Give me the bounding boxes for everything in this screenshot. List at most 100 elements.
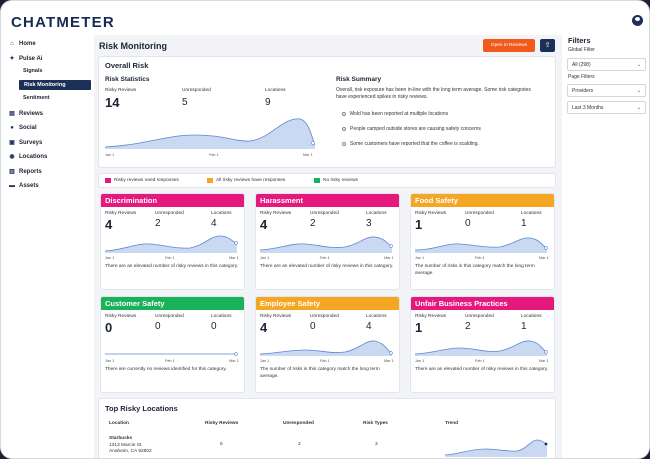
- category-description: There are an elevated number of risky re…: [260, 264, 394, 269]
- summary-bullet: Some customers have reported that the co…: [342, 141, 479, 147]
- date-range-select[interactable]: Last 3 Months ⌄: [567, 101, 646, 114]
- summary-bullet: People camped outside stores are causing…: [342, 126, 481, 132]
- filters-title: Filters: [568, 36, 591, 45]
- category-card-unfair-business-practices[interactable]: Unfair Business Practices Risky Reviews …: [410, 296, 555, 393]
- category-card-discrimination[interactable]: Discrimination Risky Reviews Unresponded…: [100, 193, 245, 290]
- sidebar-item-reviews[interactable]: ▤ Reviews: [9, 110, 44, 117]
- location-name[interactable]: Starbucks: [109, 436, 133, 441]
- axis-tick: Mar 1: [229, 256, 239, 260]
- table-cell: 3: [375, 442, 378, 447]
- stat-label: Risky Reviews: [105, 88, 137, 93]
- bullet-circle-icon: [342, 112, 346, 116]
- locations-label: Locations: [521, 314, 542, 319]
- legend-item: No risky reviews: [314, 178, 358, 183]
- user-account-icon[interactable]: [632, 15, 643, 26]
- risky-reviews-label: Risky Reviews: [415, 314, 447, 319]
- unresponded-value: 2: [465, 321, 471, 332]
- clipboard-icon: ▣: [9, 139, 15, 146]
- locations-label: Locations: [366, 314, 387, 319]
- axis-tick: Mar 1: [384, 359, 394, 363]
- overall-trend-sparkline: [105, 118, 315, 149]
- page-title: Risk Monitoring: [99, 41, 167, 51]
- category-description: There are an elevated number of risky re…: [105, 264, 239, 269]
- category-title: Employee Safety: [256, 297, 399, 310]
- category-card-harassment[interactable]: Harassment Risky Reviews Unresponded Loc…: [255, 193, 400, 290]
- category-card-employee-safety[interactable]: Employee Safety Risky Reviews Unresponde…: [255, 296, 400, 393]
- unresponded-label: Unresponded: [155, 211, 184, 216]
- stat-label: Locations: [265, 88, 286, 93]
- legend-item: Risky reviews need responses: [105, 178, 179, 183]
- category-sparkline: [415, 340, 548, 356]
- locations-value: 4: [366, 321, 372, 332]
- axis-tick: Mar 1: [384, 256, 394, 260]
- global-filter-label: Global Filter: [568, 47, 595, 53]
- category-card-customer-safety[interactable]: Customer Safety Risky Reviews Unresponde…: [100, 296, 245, 393]
- risky-reviews-label: Risky Reviews: [260, 211, 292, 216]
- sidebar-item-assets[interactable]: ▬ Assets: [9, 182, 39, 189]
- axis-tick: Jan 1: [260, 256, 270, 260]
- chevron-down-icon: ⌄: [636, 62, 641, 68]
- sidebar-item-risk-monitoring[interactable]: Risk Monitoring: [19, 80, 91, 90]
- chart-icon: ▥: [9, 168, 15, 175]
- page-filters-label: Page Filters: [568, 74, 595, 80]
- chatmeter-logo[interactable]: CHATMETER: [11, 14, 115, 31]
- global-filter-select[interactable]: All (298) ⌄: [567, 58, 646, 71]
- risky-reviews-label: Risky Reviews: [105, 211, 137, 216]
- category-card-food-safety[interactable]: Food Safety Risky Reviews Unresponded Lo…: [410, 193, 555, 290]
- providers-select[interactable]: Providers ⌄: [567, 84, 646, 97]
- sidebar-item-pulse-ai[interactable]: ✦ Pulse Ai: [9, 55, 43, 62]
- locations-value: 4: [211, 218, 217, 229]
- location-address: Anaheim, CA 92802: [109, 449, 152, 454]
- category-title: Harassment: [256, 194, 399, 207]
- unresponded-value: 0: [465, 218, 471, 229]
- category-sparkline: [415, 237, 548, 253]
- axis-tick: Feb 1: [165, 256, 175, 260]
- sidebar-item-social[interactable]: ● Social: [10, 124, 37, 131]
- export-button[interactable]: ⇪: [540, 39, 555, 52]
- overall-risk-card: Overall Risk Risk Statistics Risky Revie…: [98, 56, 556, 168]
- risky-reviews-label: Risky Reviews: [105, 314, 137, 319]
- column-header: Risk Types: [363, 421, 388, 426]
- sidebar-item-home[interactable]: ⌂ Home: [10, 40, 36, 47]
- sidebar-item-signals[interactable]: Signals: [23, 68, 43, 74]
- risky-reviews-value: 4: [105, 217, 113, 232]
- open-in-reviews-button[interactable]: Open in Reviews: [483, 39, 535, 52]
- unresponded-label: Unresponded: [310, 211, 339, 216]
- users-icon: ●: [10, 124, 14, 131]
- sidebar-item-locations[interactable]: ◉ Locations: [9, 153, 48, 160]
- axis-tick: Feb 1: [320, 359, 330, 363]
- category-description: The number of risks in this category mat…: [260, 367, 380, 379]
- axis-tick: Feb 1: [165, 359, 175, 363]
- unresponded-label: Unresponded: [155, 314, 184, 319]
- stat-label: Unresponded: [182, 88, 211, 93]
- bullet-circle-icon: [342, 127, 346, 131]
- locations-label: Locations: [521, 211, 542, 216]
- axis-tick: Jan 1: [105, 153, 115, 157]
- chevron-down-icon: ⌄: [636, 105, 641, 111]
- axis-tick: Feb 1: [475, 359, 485, 363]
- locations-value: 1: [521, 321, 527, 332]
- overall-risk-title: Overall Risk: [105, 61, 149, 70]
- category-title: Customer Safety: [101, 297, 244, 310]
- stat-value: 14: [105, 95, 120, 110]
- stat-value: 9: [265, 97, 271, 108]
- locations-value: 0: [211, 321, 217, 332]
- locations-value: 3: [366, 218, 372, 229]
- sidebar: ⌂ Home ✦ Pulse Ai Signals Risk Monitoring …: [1, 35, 94, 458]
- filters-panel: Filters Global Filter All (298) ⌄ Page Fi…: [562, 35, 649, 458]
- category-title: Food Safety: [411, 194, 554, 207]
- sidebar-item-surveys[interactable]: ▣ Surveys: [9, 139, 43, 146]
- sidebar-item-reports[interactable]: ▥ Reports: [9, 168, 42, 175]
- home-icon: ⌂: [10, 40, 14, 47]
- risk-statistics-title: Risk Statistics: [105, 76, 150, 83]
- locations-label: Locations: [211, 314, 232, 319]
- chevron-down-icon: ⌄: [636, 88, 641, 94]
- sidebar-item-sentiment[interactable]: Sentiment: [23, 95, 50, 101]
- axis-tick: Feb 1: [475, 256, 485, 260]
- category-description: The number of risks in this category mat…: [415, 264, 535, 276]
- column-header: Unresponded: [283, 421, 314, 426]
- risk-summary-text: Overall, risk exposure has been in-line …: [336, 87, 531, 100]
- risky-reviews-value: 4: [260, 217, 268, 232]
- unresponded-value: 0: [155, 321, 161, 332]
